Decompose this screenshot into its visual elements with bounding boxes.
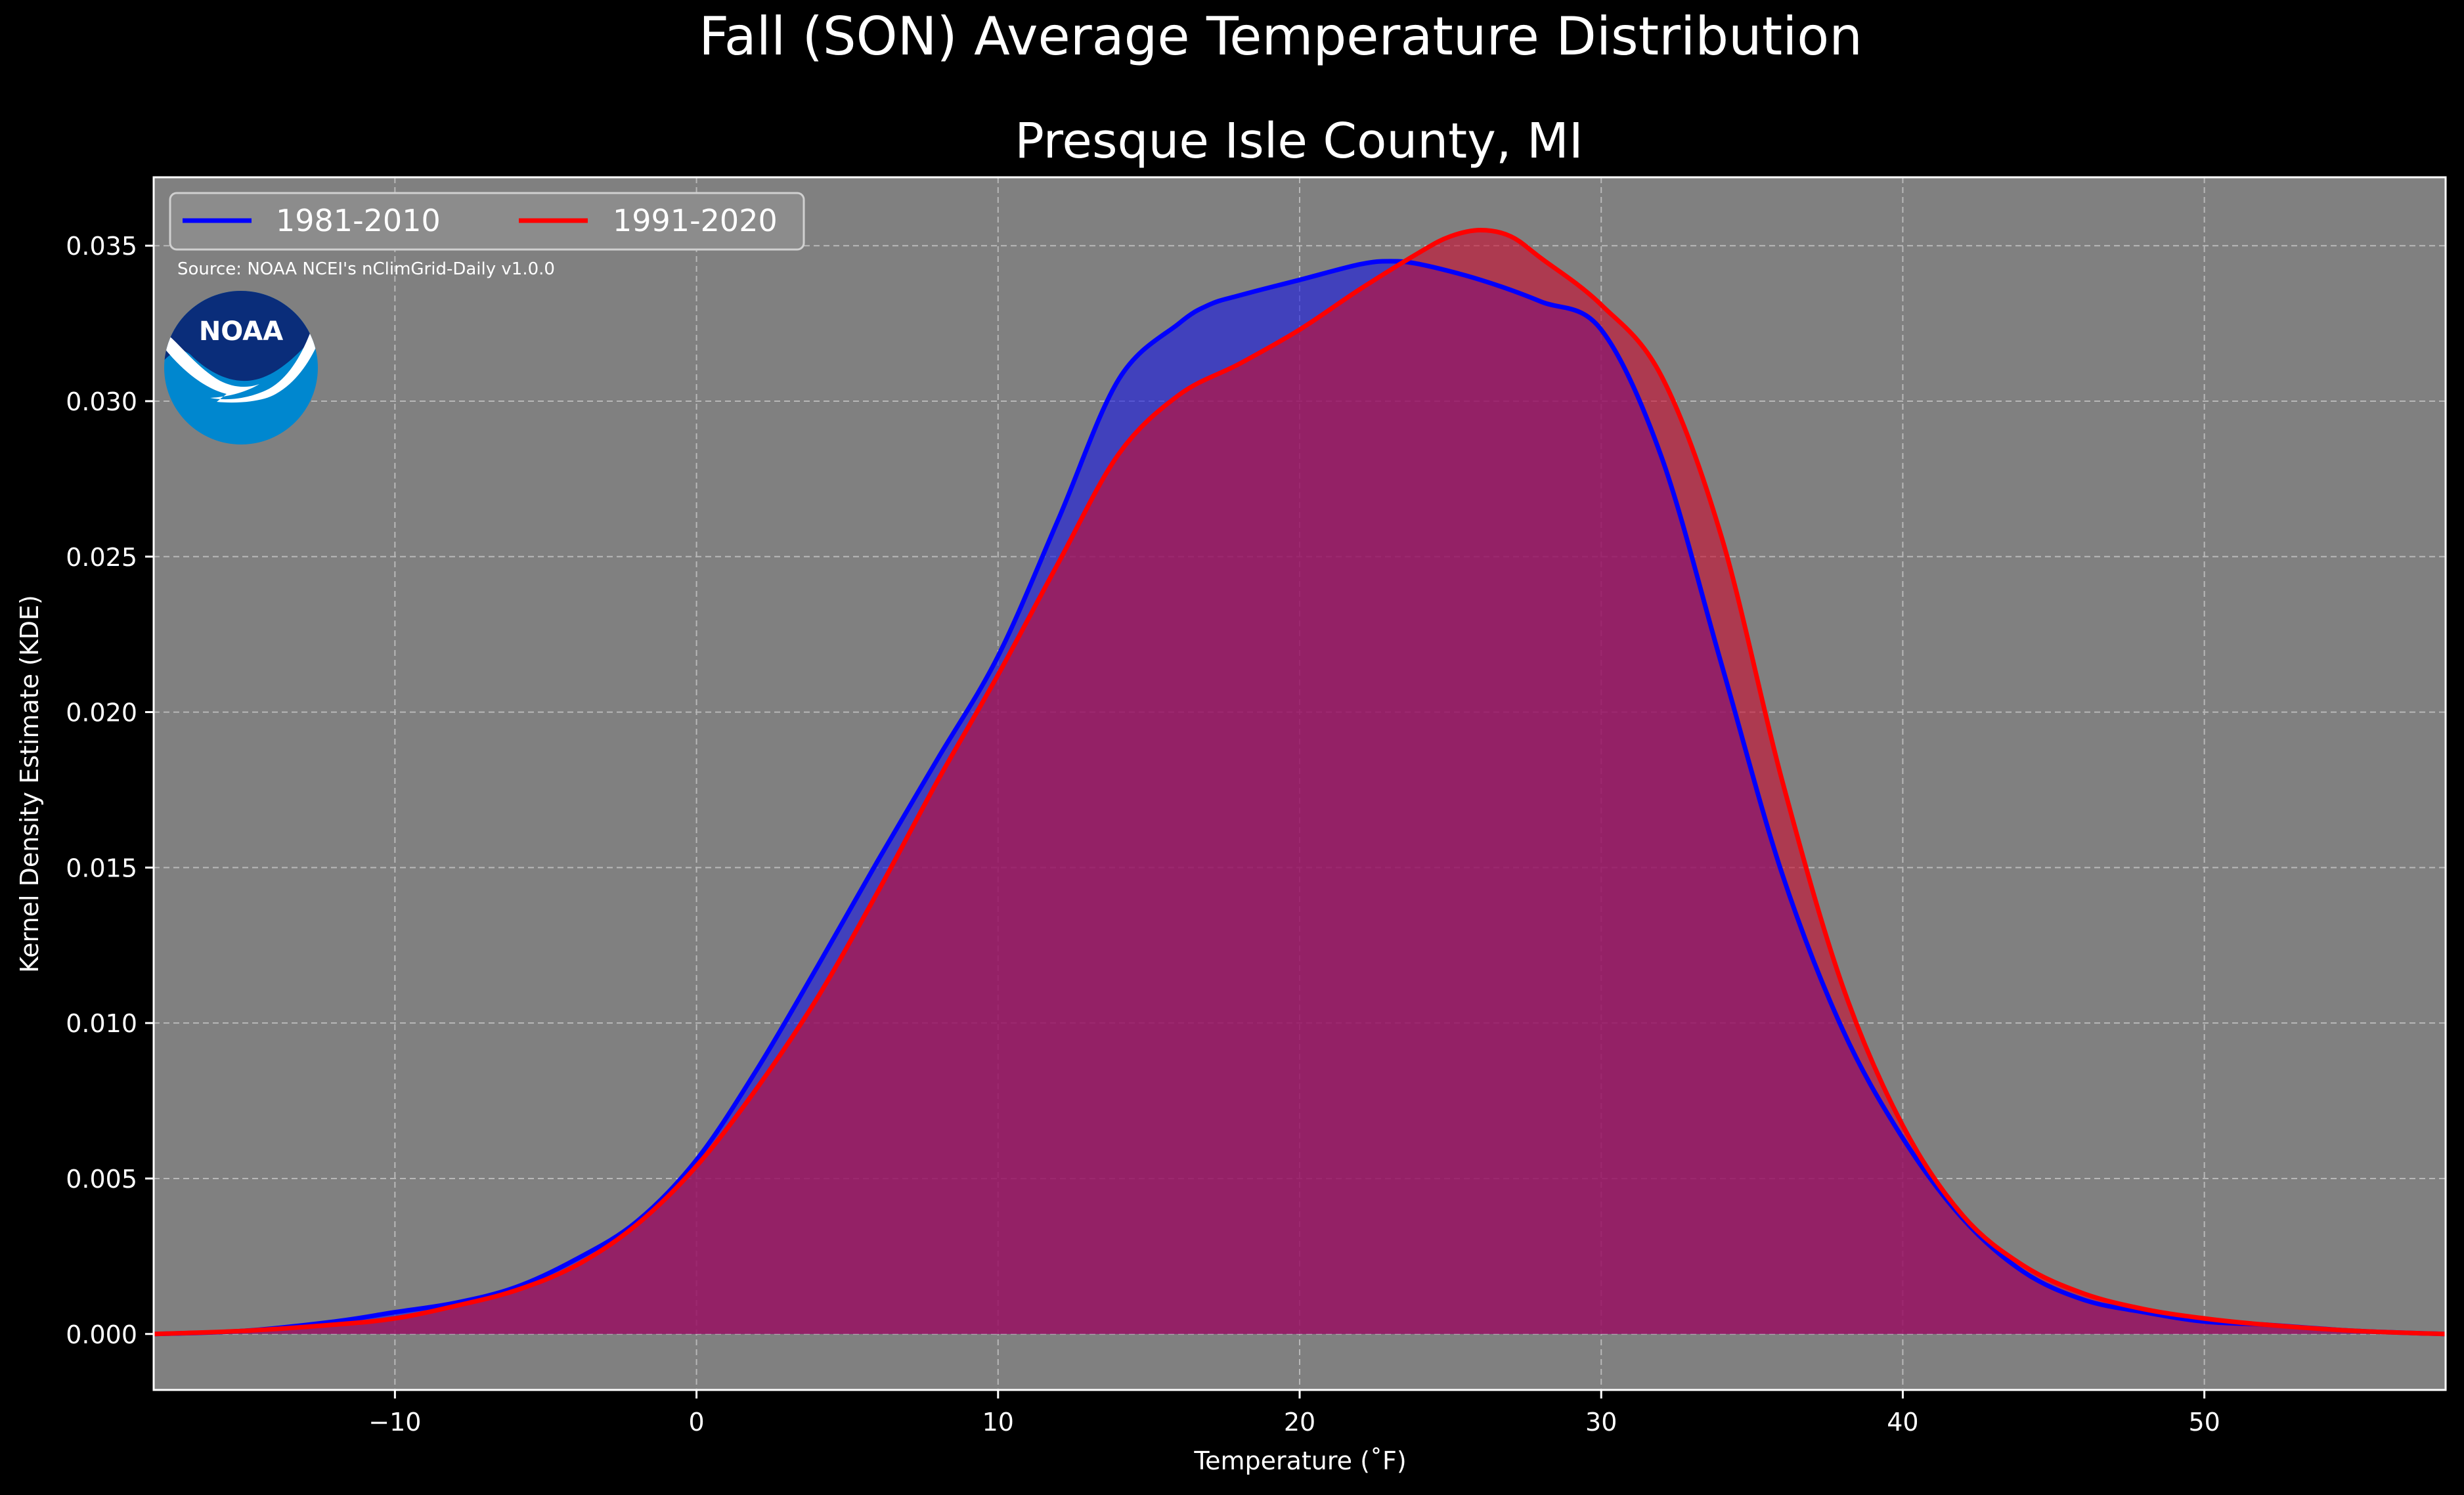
logo-gull-wave	[164, 328, 318, 403]
x-axis-ticks: −10 0 10 20 30 40 50	[368, 1390, 2220, 1437]
logo-upper-dark	[164, 291, 318, 381]
density-lines	[153, 228, 2446, 1337]
noaa-logo: NOAA	[164, 291, 318, 444]
figure-title: Fall (SON) Average Temperature Distribut…	[699, 6, 1862, 67]
legend-label-1981-2010: 1981-2010	[276, 203, 441, 238]
legend-label-1991-2020: 1991-2020	[613, 203, 778, 238]
y-axis-label: Kernel Density Estimate (KDE)	[15, 595, 44, 973]
y-axis-ticks: 0.000 0.005 0.010 0.015 0.020 0.025 0.030 0.035	[66, 232, 154, 1349]
y-tick-label: 0.005	[66, 1165, 137, 1194]
y-tick-label: 0.000	[66, 1320, 137, 1349]
y-tick-label: 0.035	[66, 232, 137, 261]
legend-box	[169, 192, 805, 251]
y-tick-label: 0.015	[66, 854, 137, 882]
x-tick-label: 10	[982, 1408, 1014, 1437]
line-1991-2020	[153, 228, 2446, 1337]
density-fills	[154, 230, 2446, 1334]
x-tick-label: 30	[1585, 1408, 1617, 1437]
source-note: Source: NOAA NCEI's nClimGrid-Daily v1.0…	[177, 259, 555, 279]
x-tick-label: 50	[2188, 1408, 2220, 1437]
y-tick-label: 0.010	[66, 1009, 137, 1038]
y-tick-label: 0.025	[66, 543, 137, 572]
legend: 1981-2010 1991-2020	[169, 192, 805, 251]
x-axis-label: Temperature (˚F)	[1193, 1446, 1406, 1475]
y-tick-label: 0.030	[66, 387, 137, 416]
chart-subtitle: Presque Isle County, MI	[1015, 113, 1583, 169]
x-tick-label: 40	[1887, 1408, 1918, 1437]
x-tick-label: 0	[688, 1408, 704, 1437]
x-tick-label: −10	[368, 1408, 421, 1437]
logo-text: NOAA	[199, 316, 283, 347]
y-tick-label: 0.020	[66, 699, 137, 727]
x-tick-label: 20	[1284, 1408, 1315, 1437]
fill-1991-2020	[154, 230, 2446, 1334]
